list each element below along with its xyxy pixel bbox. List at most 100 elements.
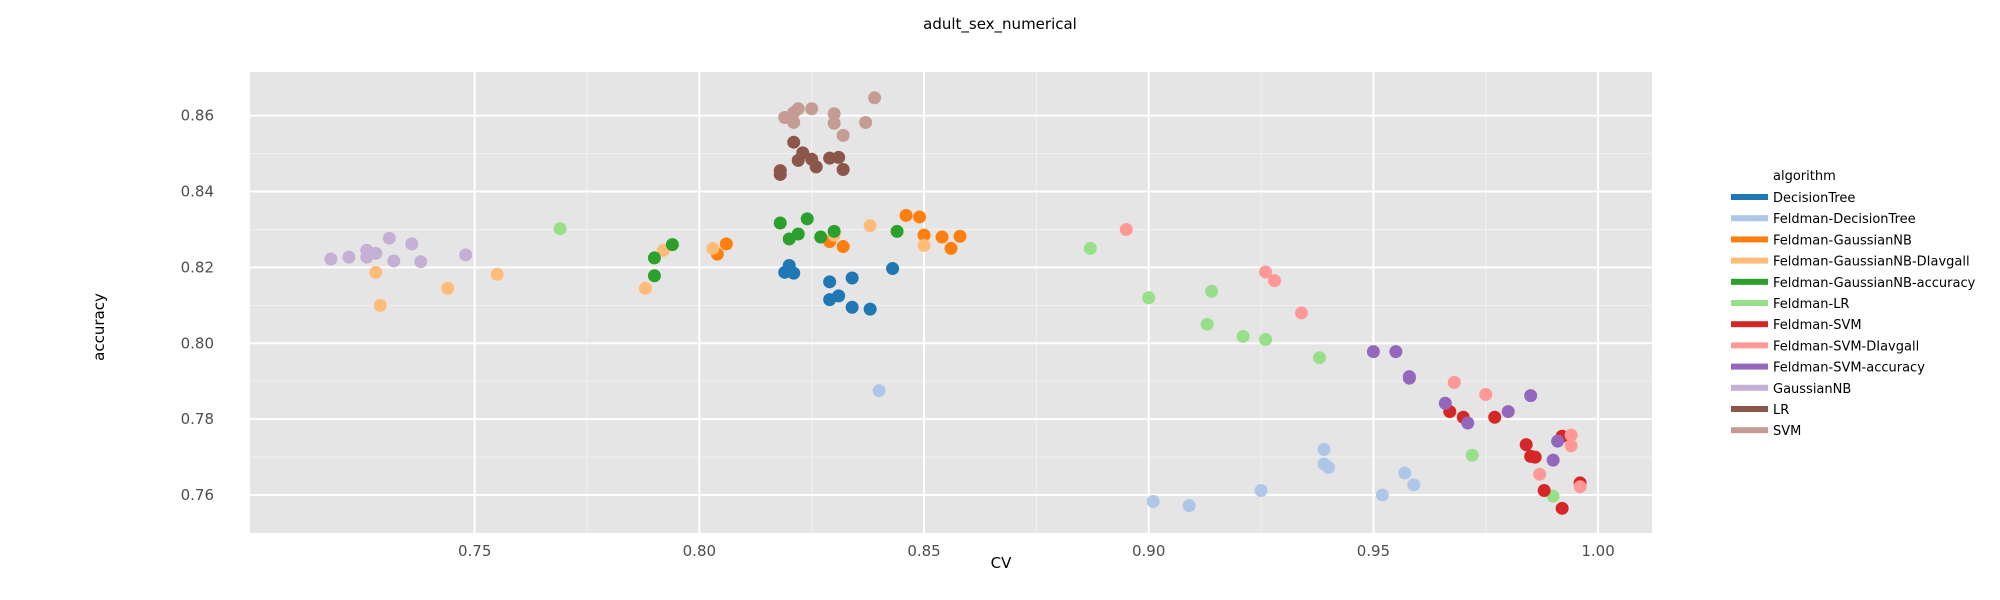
point-gaussiannb [387,254,401,268]
point-feldman-lr [1205,284,1219,298]
point-decisiontree [832,289,846,303]
point-svm [791,102,805,116]
point-feldman-gaussiannb-accuracy [800,212,814,226]
legend-swatch [1731,406,1768,412]
point-feldman-svm-accuracy [1546,453,1560,467]
point-feldman-svm-diavgall [1447,375,1461,389]
legend-label: Feldman-GaussianNB [1773,233,1912,248]
legend-item-lr: LR [1731,403,1789,418]
point-feldman-svm-accuracy [1551,434,1565,448]
legend-swatch [1731,427,1768,434]
point-feldman-svm-diavgall [1533,467,1547,481]
legend-label: Feldman-GaussianNB-accuracy [1773,276,1976,291]
x-axis-title: CV [991,554,1012,572]
point-feldman-gaussiannb-diavgall [369,265,383,279]
point-feldman-decisiontree [1375,488,1389,502]
point-lr [787,135,801,149]
point-feldman-gaussiannb-accuracy [647,251,661,265]
x-axis-ticks: 0.75 0.80 0.85 0.90 0.95 1.00 [458,542,1615,560]
y-tick-label: 0.86 [181,107,214,125]
point-feldman-gaussiannb [935,230,949,244]
point-feldman-gaussiannb-accuracy [773,216,787,230]
minor-gridlines [250,72,1652,533]
point-feldman-gaussiannb [944,241,958,255]
point-feldman-gaussiannb-accuracy [814,230,828,244]
point-feldman-gaussiannb-diavgall [441,281,455,295]
point-feldman-lr [553,222,567,236]
point-feldman-svm-diavgall [1564,428,1578,442]
data-points [324,91,1587,515]
point-feldman-svm [1488,410,1502,424]
point-feldman-gaussiannb-diavgall [863,219,877,233]
point-gaussiannb [369,246,383,260]
point-feldman-svm-diavgall [1573,480,1587,494]
point-feldman-decisiontree [1321,460,1335,474]
legend-title: algorithm [1773,169,1836,184]
point-feldman-gaussiannb-accuracy [890,224,904,238]
y-axis-ticks: 0.76 0.78 0.80 0.82 0.84 0.86 [181,107,214,504]
point-lr [773,164,787,178]
point-feldman-decisiontree [1146,495,1160,509]
point-lr [809,160,823,174]
point-feldman-svm-diavgall [1259,265,1273,279]
point-feldman-gaussiannb-diavgall [706,241,720,255]
point-feldman-gaussiannb-accuracy [647,269,661,283]
legend-label: Feldman-SVM [1773,318,1862,333]
point-lr [796,146,810,160]
point-feldman-svm [1528,450,1542,464]
y-tick-label: 0.84 [181,183,214,201]
chart-title: adult_sex_numerical [923,15,1077,34]
point-feldman-decisiontree [872,384,886,398]
legend-swatch [1731,363,1768,370]
point-feldman-svm-diavgall [1564,439,1578,453]
legend: algorithm DecisionTree Feldman-DecisionTr… [1731,169,1976,439]
point-feldman-decisiontree [1182,499,1196,513]
point-svm [827,116,841,130]
point-feldman-gaussiannb [836,240,850,254]
point-feldman-svm-diavgall [1295,306,1308,320]
point-gaussiannb [459,248,473,262]
point-feldman-gaussiannb-diavgall [917,238,931,252]
legend-label: LR [1773,403,1789,418]
y-tick-label: 0.82 [181,258,214,276]
point-feldman-svm-diavgall [1268,274,1282,288]
point-feldman-decisiontree [1254,484,1268,498]
point-feldman-gaussiannb [899,208,913,222]
point-svm [836,128,850,142]
legend-label: DecisionTree [1773,191,1855,206]
point-feldman-gaussiannb-accuracy [791,227,805,241]
point-gaussiannb [324,252,338,266]
point-lr [836,163,850,177]
point-lr [832,150,846,164]
point-feldman-lr [1236,329,1250,343]
legend-swatch [1731,300,1768,306]
point-feldman-lr [1142,291,1156,305]
legend-item-feldman-svm: Feldman-SVM [1731,318,1862,333]
y-tick-label: 0.80 [181,334,214,352]
point-decisiontree [845,300,859,314]
point-feldman-decisiontree [1317,443,1331,457]
legend-items: DecisionTree Feldman-DecisionTree Feldman-… [1731,191,1976,439]
legend-item-feldman-gaussiannb: Feldman-GaussianNB [1731,233,1912,248]
x-tick-label: 0.95 [1357,542,1390,560]
legend-item-feldman-svm-diavgall: Feldman-SVM-DIavgall [1731,339,1919,354]
point-decisiontree [787,266,801,280]
point-feldman-svm-accuracy [1366,345,1380,359]
point-decisiontree [863,302,877,316]
point-feldman-lr [1465,448,1479,462]
legend-label: SVM [1773,424,1801,439]
legend-swatch [1731,278,1768,285]
point-feldman-gaussiannb-accuracy [665,238,679,252]
legend-label: Feldman-GaussianNB-DIavgall [1773,255,1970,270]
point-feldman-gaussiannb-diavgall [490,267,504,281]
point-feldman-svm [1537,484,1551,498]
point-decisiontree [823,275,837,289]
point-feldman-gaussiannb [719,237,733,251]
point-feldman-lr [1083,241,1097,255]
point-feldman-gaussiannb-diavgall [373,298,387,312]
point-feldman-svm [1555,501,1569,515]
point-svm [859,115,873,129]
legend-item-feldman-decisiontree: Feldman-DecisionTree [1731,212,1916,227]
point-decisiontree [845,271,859,285]
